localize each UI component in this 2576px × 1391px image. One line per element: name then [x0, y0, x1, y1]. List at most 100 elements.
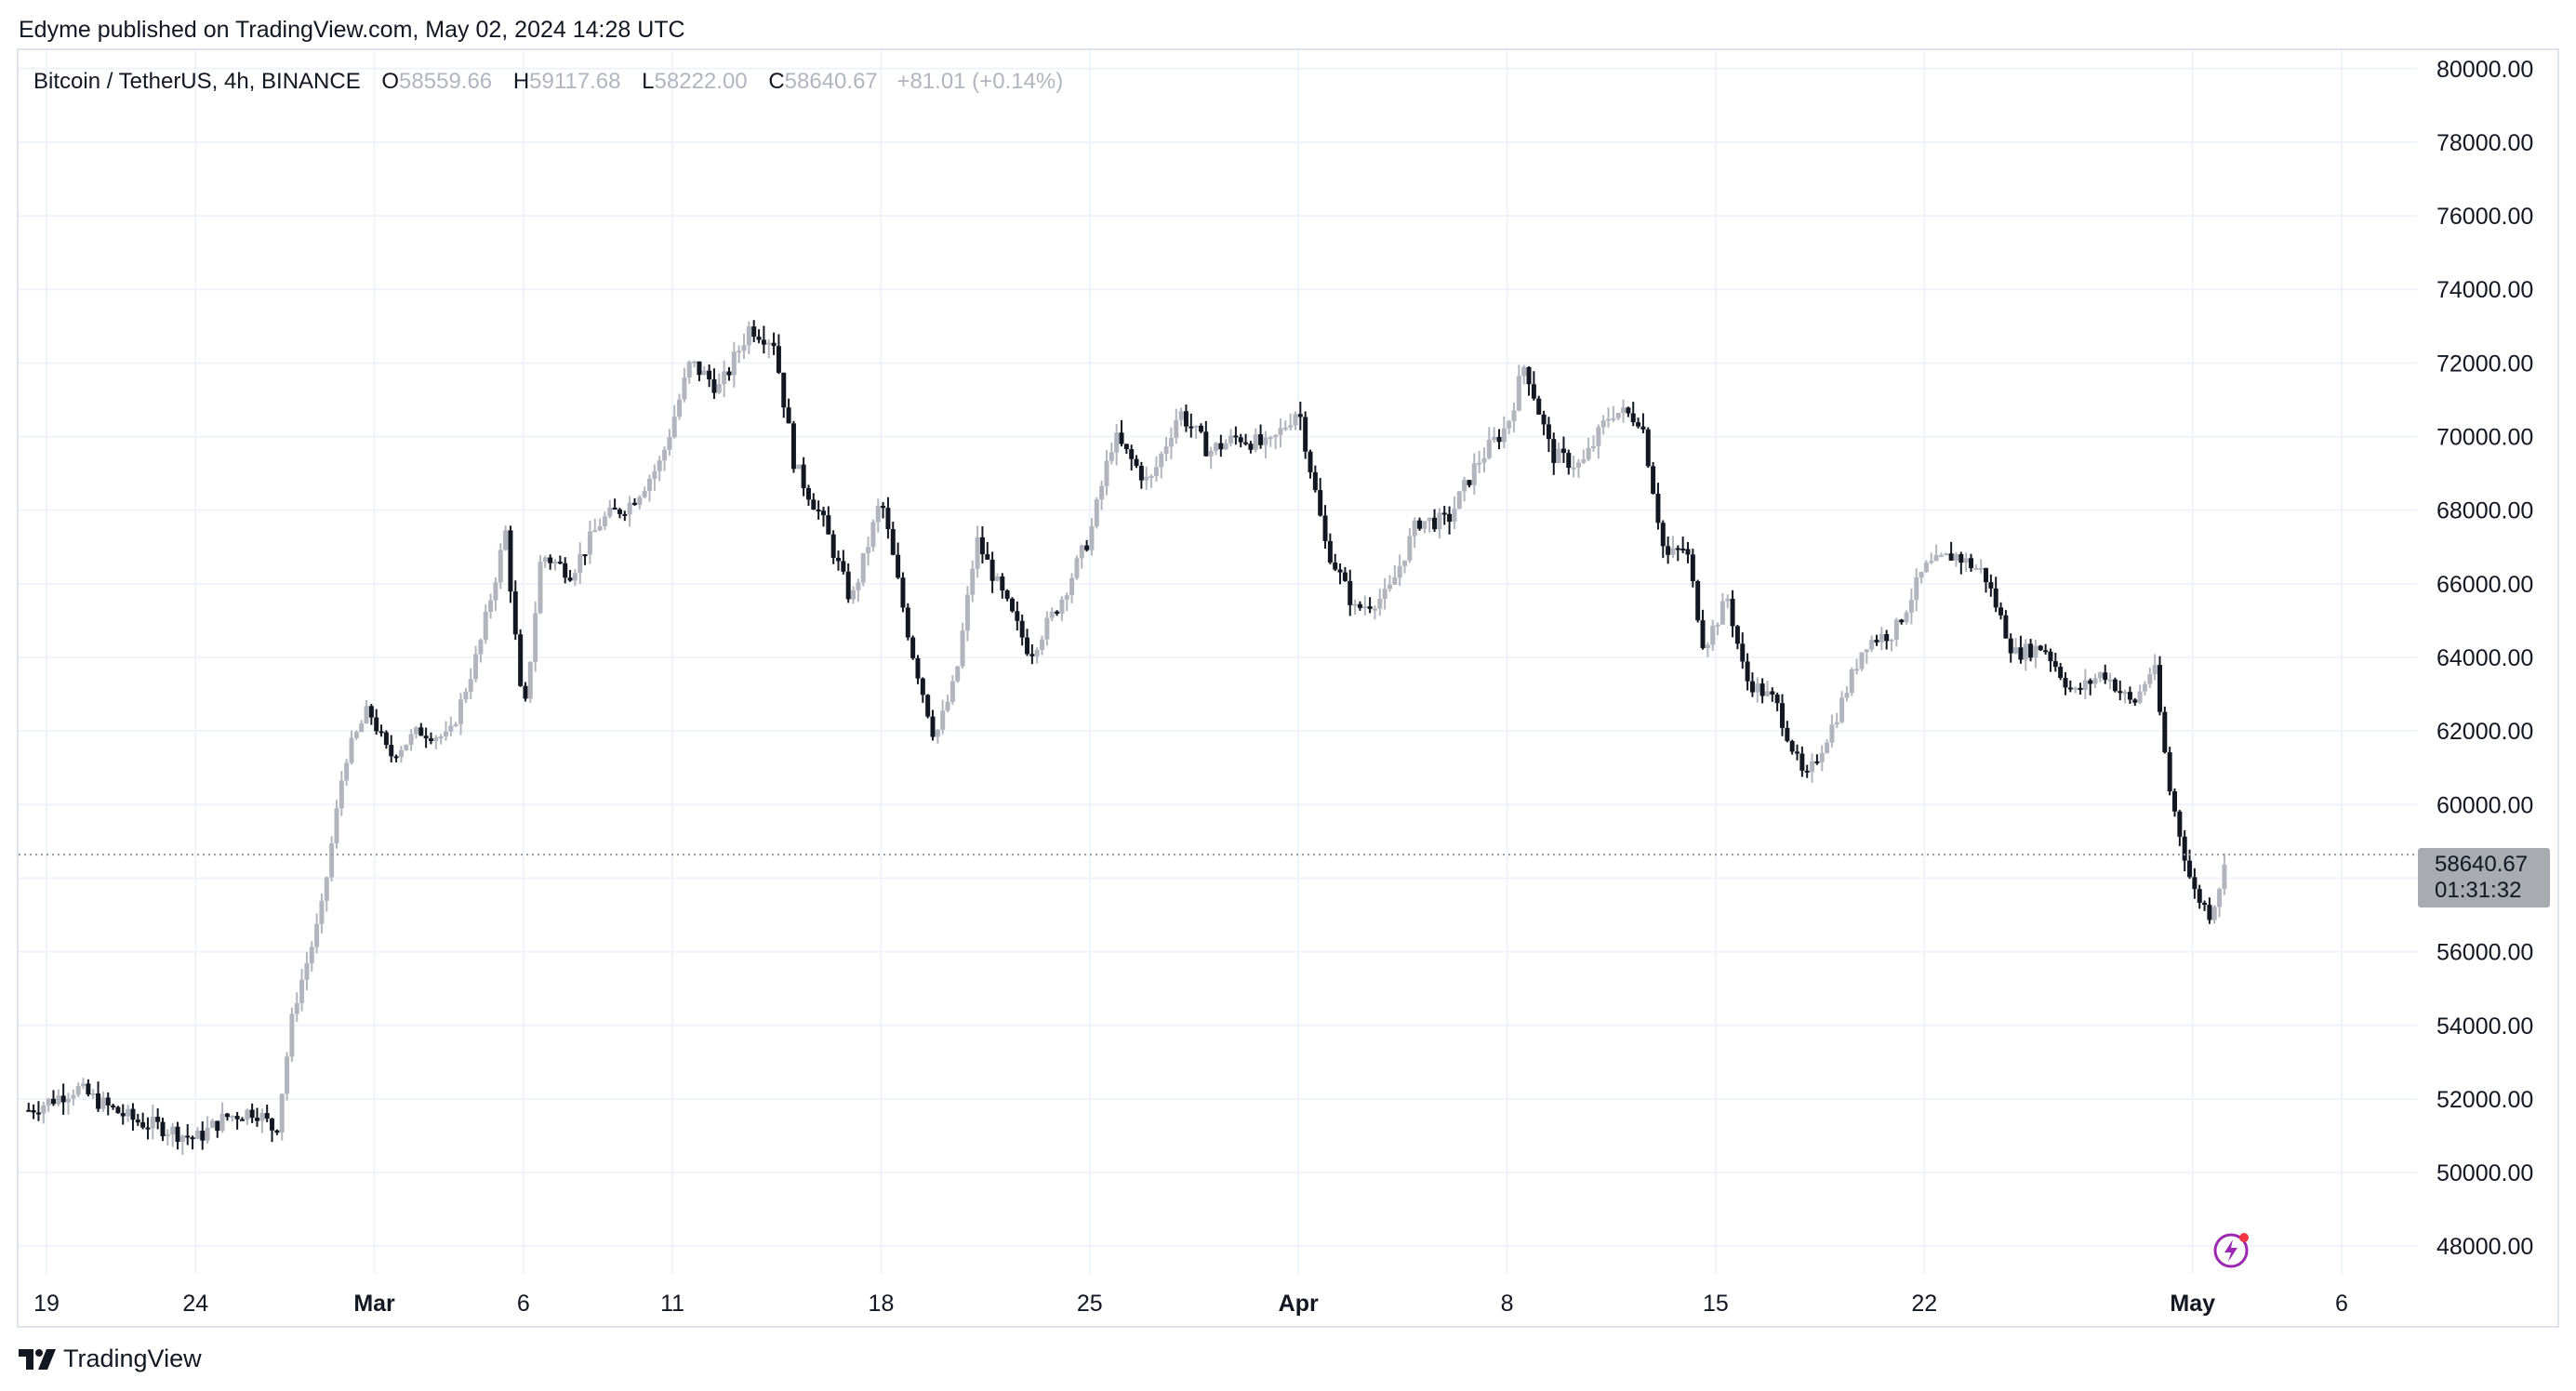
candle-up [542, 557, 548, 563]
candle-up [1869, 640, 1875, 650]
candle-down [86, 1083, 91, 1095]
candle-up [2023, 643, 2028, 660]
candle-up [647, 478, 653, 492]
candle-down [418, 727, 424, 736]
candle-up [731, 351, 737, 376]
tradingview-logo-icon [19, 1348, 56, 1370]
candle-down [255, 1118, 260, 1121]
candle-down [567, 577, 573, 581]
candle-down [989, 559, 995, 581]
candle-down [563, 563, 568, 578]
candle-down [1238, 437, 1243, 443]
candle-up [1288, 425, 1294, 428]
candle-down [1297, 414, 1303, 417]
candle-down [557, 562, 563, 564]
candle-down [1795, 751, 1800, 754]
candle-up [1064, 595, 1069, 600]
candle-down [31, 1109, 36, 1113]
candle-up [851, 590, 856, 600]
candle-down [905, 607, 910, 638]
candle-up [1104, 460, 1109, 486]
candle-down [786, 407, 791, 424]
price-tick-label: 64000.00 [2437, 645, 2533, 671]
candle-up [527, 661, 533, 699]
candle-up [448, 725, 454, 732]
candle-up [209, 1120, 215, 1128]
candle-down [234, 1116, 240, 1119]
candle-up [1282, 427, 1288, 430]
candle-down [1233, 435, 1239, 438]
candle-down [190, 1137, 195, 1140]
candle-up [1214, 443, 1219, 451]
candle-down [771, 342, 777, 347]
candle-up [1392, 577, 1398, 585]
candle-up [1834, 722, 1839, 725]
candle-up [701, 370, 707, 376]
candle-up [682, 377, 687, 400]
candle-down [1948, 553, 1954, 561]
chart-frame[interactable] [17, 48, 2559, 1328]
candle-down [1025, 637, 1030, 655]
candle-up [1109, 452, 1114, 461]
candle-up [1069, 577, 1075, 596]
candle-down [1123, 444, 1129, 450]
price-tick-label: 74000.00 [2437, 277, 2533, 303]
candle-down [1804, 770, 1810, 773]
candle-up [578, 554, 583, 574]
candle-down [2162, 711, 2168, 753]
tradingview-logo[interactable]: TradingView [19, 1345, 202, 1373]
candle-up [945, 701, 950, 711]
candle-up [657, 460, 662, 471]
candle-down [1566, 453, 1572, 469]
candle-up [41, 1105, 46, 1114]
candle-up [1044, 617, 1050, 640]
candle-up [1159, 454, 1164, 468]
candle-up [259, 1113, 265, 1121]
lightning-bolt-icon[interactable] [2213, 1231, 2251, 1268]
candle-up [1819, 752, 1825, 762]
candle-up [1829, 724, 1835, 743]
candle-up [1864, 649, 1869, 653]
candle-up [1953, 554, 1959, 561]
candle-down [1645, 429, 1651, 467]
candle-down [1899, 619, 1905, 623]
candle-down [1546, 424, 1551, 440]
candle-down [368, 706, 374, 718]
candle-down [1680, 548, 1686, 550]
time-tick-label: 24 [182, 1291, 208, 1317]
candle-down [1655, 493, 1661, 523]
candle-down [115, 1106, 121, 1114]
candle-down [96, 1093, 101, 1109]
price-tick-label: 68000.00 [2437, 498, 2533, 524]
candle-down [1188, 426, 1194, 429]
price-axis: 80000.00 78000.00 76000.00 74000.00 72000.00… [2437, 57, 2533, 1260]
candle-up [2013, 647, 2019, 654]
candle-up [1263, 437, 1268, 445]
candle-up [81, 1083, 86, 1087]
candle-down [900, 577, 906, 608]
candle-down [35, 1112, 41, 1115]
candle-down [1695, 580, 1701, 621]
candle-down [1447, 513, 1453, 523]
candle-up [1153, 467, 1159, 476]
candle-up [1372, 608, 1377, 611]
candle-up [1481, 457, 1487, 463]
candle-down [518, 634, 524, 686]
candle-down [2177, 811, 2183, 837]
candle-down [985, 554, 990, 560]
candle-up [607, 508, 613, 517]
candle-down [2003, 615, 2009, 639]
candle-down [1700, 620, 1706, 649]
candle-up [1174, 419, 1179, 439]
candle-up [1387, 584, 1392, 590]
candle-down [1531, 384, 1536, 399]
candle-up [1456, 491, 1462, 510]
candle-up [1670, 548, 1676, 555]
candle-down [548, 557, 553, 563]
candle-up [2222, 865, 2227, 890]
open-value: 58559.66 [399, 69, 493, 94]
candle-down [175, 1126, 180, 1142]
candle-down [1129, 449, 1135, 459]
candle-up [935, 729, 940, 737]
